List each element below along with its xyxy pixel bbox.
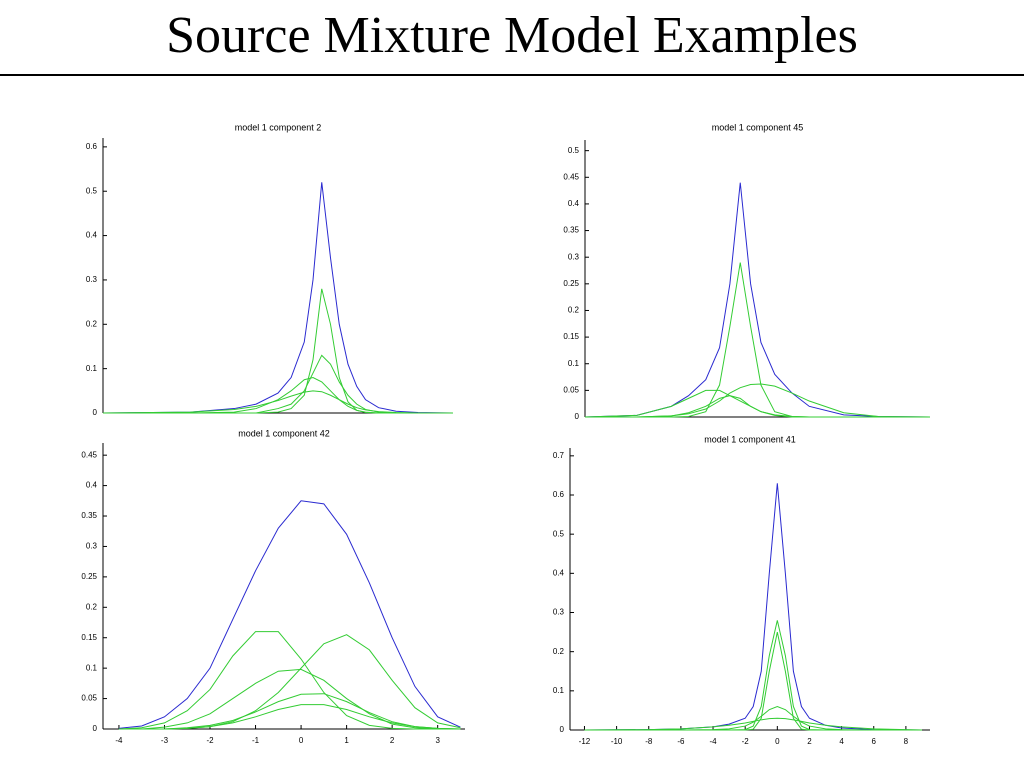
series-line [118,668,461,730]
y-tick-label: 0.1 [553,686,565,695]
series-line [102,182,454,414]
y-tick-label: 0.05 [81,694,97,703]
series-line [585,262,930,418]
series-line [118,704,461,730]
y-tick-label: 0 [560,725,565,734]
y-tick-label: 0.5 [86,186,98,195]
x-tick-label: 2 [807,737,812,746]
series-line [585,383,931,418]
plot-title: model 1 component 42 [238,428,330,438]
y-tick-label: 0 [93,724,98,733]
series-line [584,717,922,731]
series-line [584,483,922,731]
y-tick-label: 0.2 [86,602,98,611]
x-tick-label: -6 [677,737,685,746]
x-tick-label: 4 [839,737,844,746]
y-tick-label: 0.3 [86,275,98,284]
y-tick-label: 0.4 [553,568,565,577]
y-tick-label: 0.15 [563,332,579,341]
y-tick-label: 0.45 [563,172,579,181]
x-tick-label: -12 [579,737,591,746]
y-tick-label: 0 [575,412,580,421]
series-line [118,693,461,730]
y-tick-label: 0.3 [568,252,580,261]
y-tick-label: 0.2 [568,306,580,315]
y-tick-label: 0.5 [568,146,580,155]
x-tick-label: 1 [344,736,349,745]
x-tick-label: -4 [115,736,123,745]
x-tick-label: 6 [872,737,877,746]
y-tick-label: 0.5 [553,529,565,538]
series-line [584,705,922,731]
y-tick-label: 0.25 [563,279,579,288]
x-tick-label: 2 [390,736,395,745]
x-tick-label: 3 [435,736,440,745]
series-line [584,620,922,731]
y-tick-label: 0.6 [553,490,565,499]
series-line [585,395,930,418]
y-tick-label: 0.25 [81,572,97,581]
y-tick-label: 0.2 [553,647,565,656]
plot-title: model 1 component 45 [712,122,804,132]
y-tick-label: 0.3 [553,608,565,617]
y-tick-label: 0.7 [553,451,565,460]
x-tick-label: -2 [742,737,750,746]
x-tick-label: -1 [252,736,260,745]
series-line [103,354,453,414]
y-tick-label: 0.4 [86,231,98,240]
y-tick-label: 0.2 [86,319,98,328]
series-line [118,634,461,730]
y-tick-label: 0.3 [86,542,98,551]
y-tick-label: 0.1 [86,663,98,672]
series-line [103,376,453,414]
x-tick-label: -8 [645,737,653,746]
series-line [102,390,453,414]
x-tick-label: 0 [299,736,304,745]
x-tick-label: -2 [206,736,214,745]
y-tick-label: 0.1 [568,359,580,368]
y-tick-label: 0.1 [86,364,98,373]
series-line [584,182,931,418]
x-tick-label: 0 [775,737,780,746]
y-tick-label: 0.35 [563,226,579,235]
series-line [584,389,930,418]
x-tick-label: -4 [709,737,717,746]
y-tick-label: 0.15 [81,633,97,642]
y-tick-label: 0.4 [568,199,580,208]
series-line [118,631,461,730]
y-tick-label: 0.05 [563,385,579,394]
y-tick-label: 0.4 [86,481,98,490]
y-tick-label: 0.45 [81,450,97,459]
y-tick-label: 0.6 [86,142,98,151]
y-tick-label: 0 [93,408,98,417]
plot-title: model 1 component 2 [235,122,322,132]
y-tick-label: 0.35 [81,511,97,520]
x-tick-label: -10 [611,737,623,746]
series-line [584,631,922,731]
x-tick-label: 8 [904,737,909,746]
slide-title: Source Mixture Model Examples [166,7,858,64]
series-line [118,500,461,729]
plot-title: model 1 component 41 [704,434,796,444]
x-tick-label: -3 [161,736,169,745]
series-line [103,288,453,414]
